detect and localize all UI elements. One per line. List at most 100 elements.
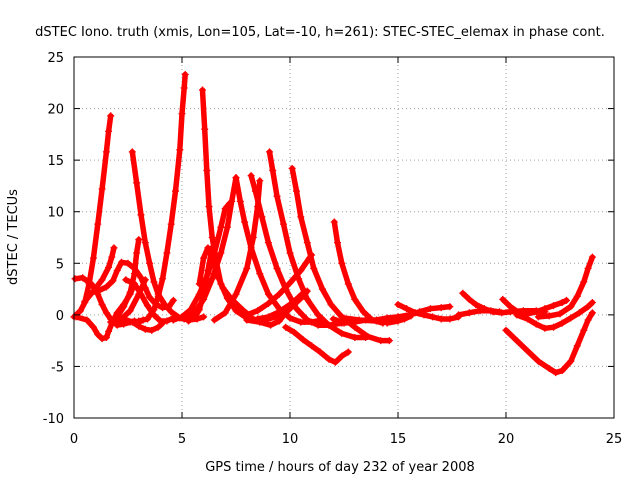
data-point [204, 244, 212, 252]
series-line [289, 165, 393, 344]
data-point [372, 317, 380, 325]
data-point [89, 323, 97, 331]
data-series [288, 164, 393, 345]
data-point [102, 283, 110, 291]
data-point [83, 316, 91, 324]
data-point [150, 311, 158, 319]
data-point [130, 280, 138, 288]
data-point [340, 314, 348, 322]
data-point [330, 218, 338, 226]
data-point [273, 192, 281, 200]
data-point [264, 300, 272, 308]
data-point [258, 213, 266, 221]
data-point [135, 236, 143, 244]
data-point [316, 348, 324, 356]
data-point [126, 307, 134, 315]
data-point [105, 263, 113, 271]
data-point [94, 287, 102, 295]
data-point [200, 254, 208, 262]
y-tick-label: 15 [47, 154, 64, 169]
data-point [251, 187, 259, 195]
data-point [169, 296, 177, 304]
data-point [556, 310, 564, 318]
data-point [338, 329, 346, 337]
chart-title: dSTEC Iono. truth (xmis, Lon=105, Lat=-1… [35, 25, 605, 40]
data-point [141, 276, 149, 284]
data-point [308, 251, 316, 259]
data-point [71, 275, 79, 283]
data-point [499, 295, 507, 303]
data-point [191, 308, 199, 316]
data-point [210, 249, 218, 257]
data-point [232, 290, 240, 298]
series-line [71, 113, 114, 320]
data-point [137, 211, 145, 219]
data-point [176, 146, 184, 154]
data-point [102, 334, 110, 342]
data-point [344, 280, 352, 288]
data-point [334, 239, 342, 247]
data-point [267, 321, 275, 329]
data-point [148, 326, 156, 334]
data-point [163, 317, 171, 325]
data-point [325, 355, 333, 363]
data-point [94, 330, 102, 338]
data-point [79, 274, 87, 282]
x-tick-label: 0 [70, 432, 78, 447]
data-point [303, 316, 311, 324]
data-point [150, 278, 158, 286]
data-point [573, 342, 581, 350]
data-point [400, 315, 408, 323]
data-point [437, 315, 445, 323]
data-point [292, 305, 300, 313]
data-point [195, 290, 203, 298]
data-point [534, 357, 542, 365]
data-point [290, 301, 298, 309]
data-point [200, 295, 208, 303]
data-point [208, 275, 216, 283]
data-point [359, 308, 367, 316]
data-point [394, 317, 402, 325]
data-point [292, 187, 300, 195]
data-series [81, 244, 118, 305]
data-point [446, 315, 454, 323]
data-point [545, 312, 553, 320]
data-series [282, 323, 352, 366]
data-point [567, 357, 575, 365]
y-tick-label: 5 [56, 257, 64, 272]
series-line [514, 299, 596, 332]
data-point [264, 313, 272, 321]
data-point [122, 276, 130, 284]
data-point [532, 320, 540, 328]
data-point [411, 309, 419, 317]
x-tick-label: 10 [282, 432, 299, 447]
data-point [146, 293, 154, 301]
data-point [102, 148, 110, 156]
data-point [133, 249, 141, 257]
data-point [105, 327, 113, 335]
data-point [584, 303, 592, 311]
data-point [545, 364, 553, 372]
data-point [159, 275, 167, 283]
data-point [265, 148, 273, 156]
data-point [98, 335, 106, 343]
data-point [128, 148, 136, 156]
data-point [275, 290, 283, 298]
x-tick-label: 25 [606, 432, 623, 447]
data-point [199, 86, 207, 94]
data-point [167, 220, 175, 228]
data-point [290, 328, 298, 336]
data-point [124, 259, 132, 267]
data-point [282, 323, 290, 331]
data-point [98, 185, 106, 193]
data-point [282, 309, 290, 317]
series-line [181, 174, 239, 322]
data-point [180, 84, 188, 92]
data-point [506, 303, 514, 311]
series-line [331, 219, 386, 326]
data-point [588, 298, 596, 306]
plot-frame [73, 56, 615, 419]
data-point [297, 213, 305, 221]
data-point [465, 309, 473, 317]
